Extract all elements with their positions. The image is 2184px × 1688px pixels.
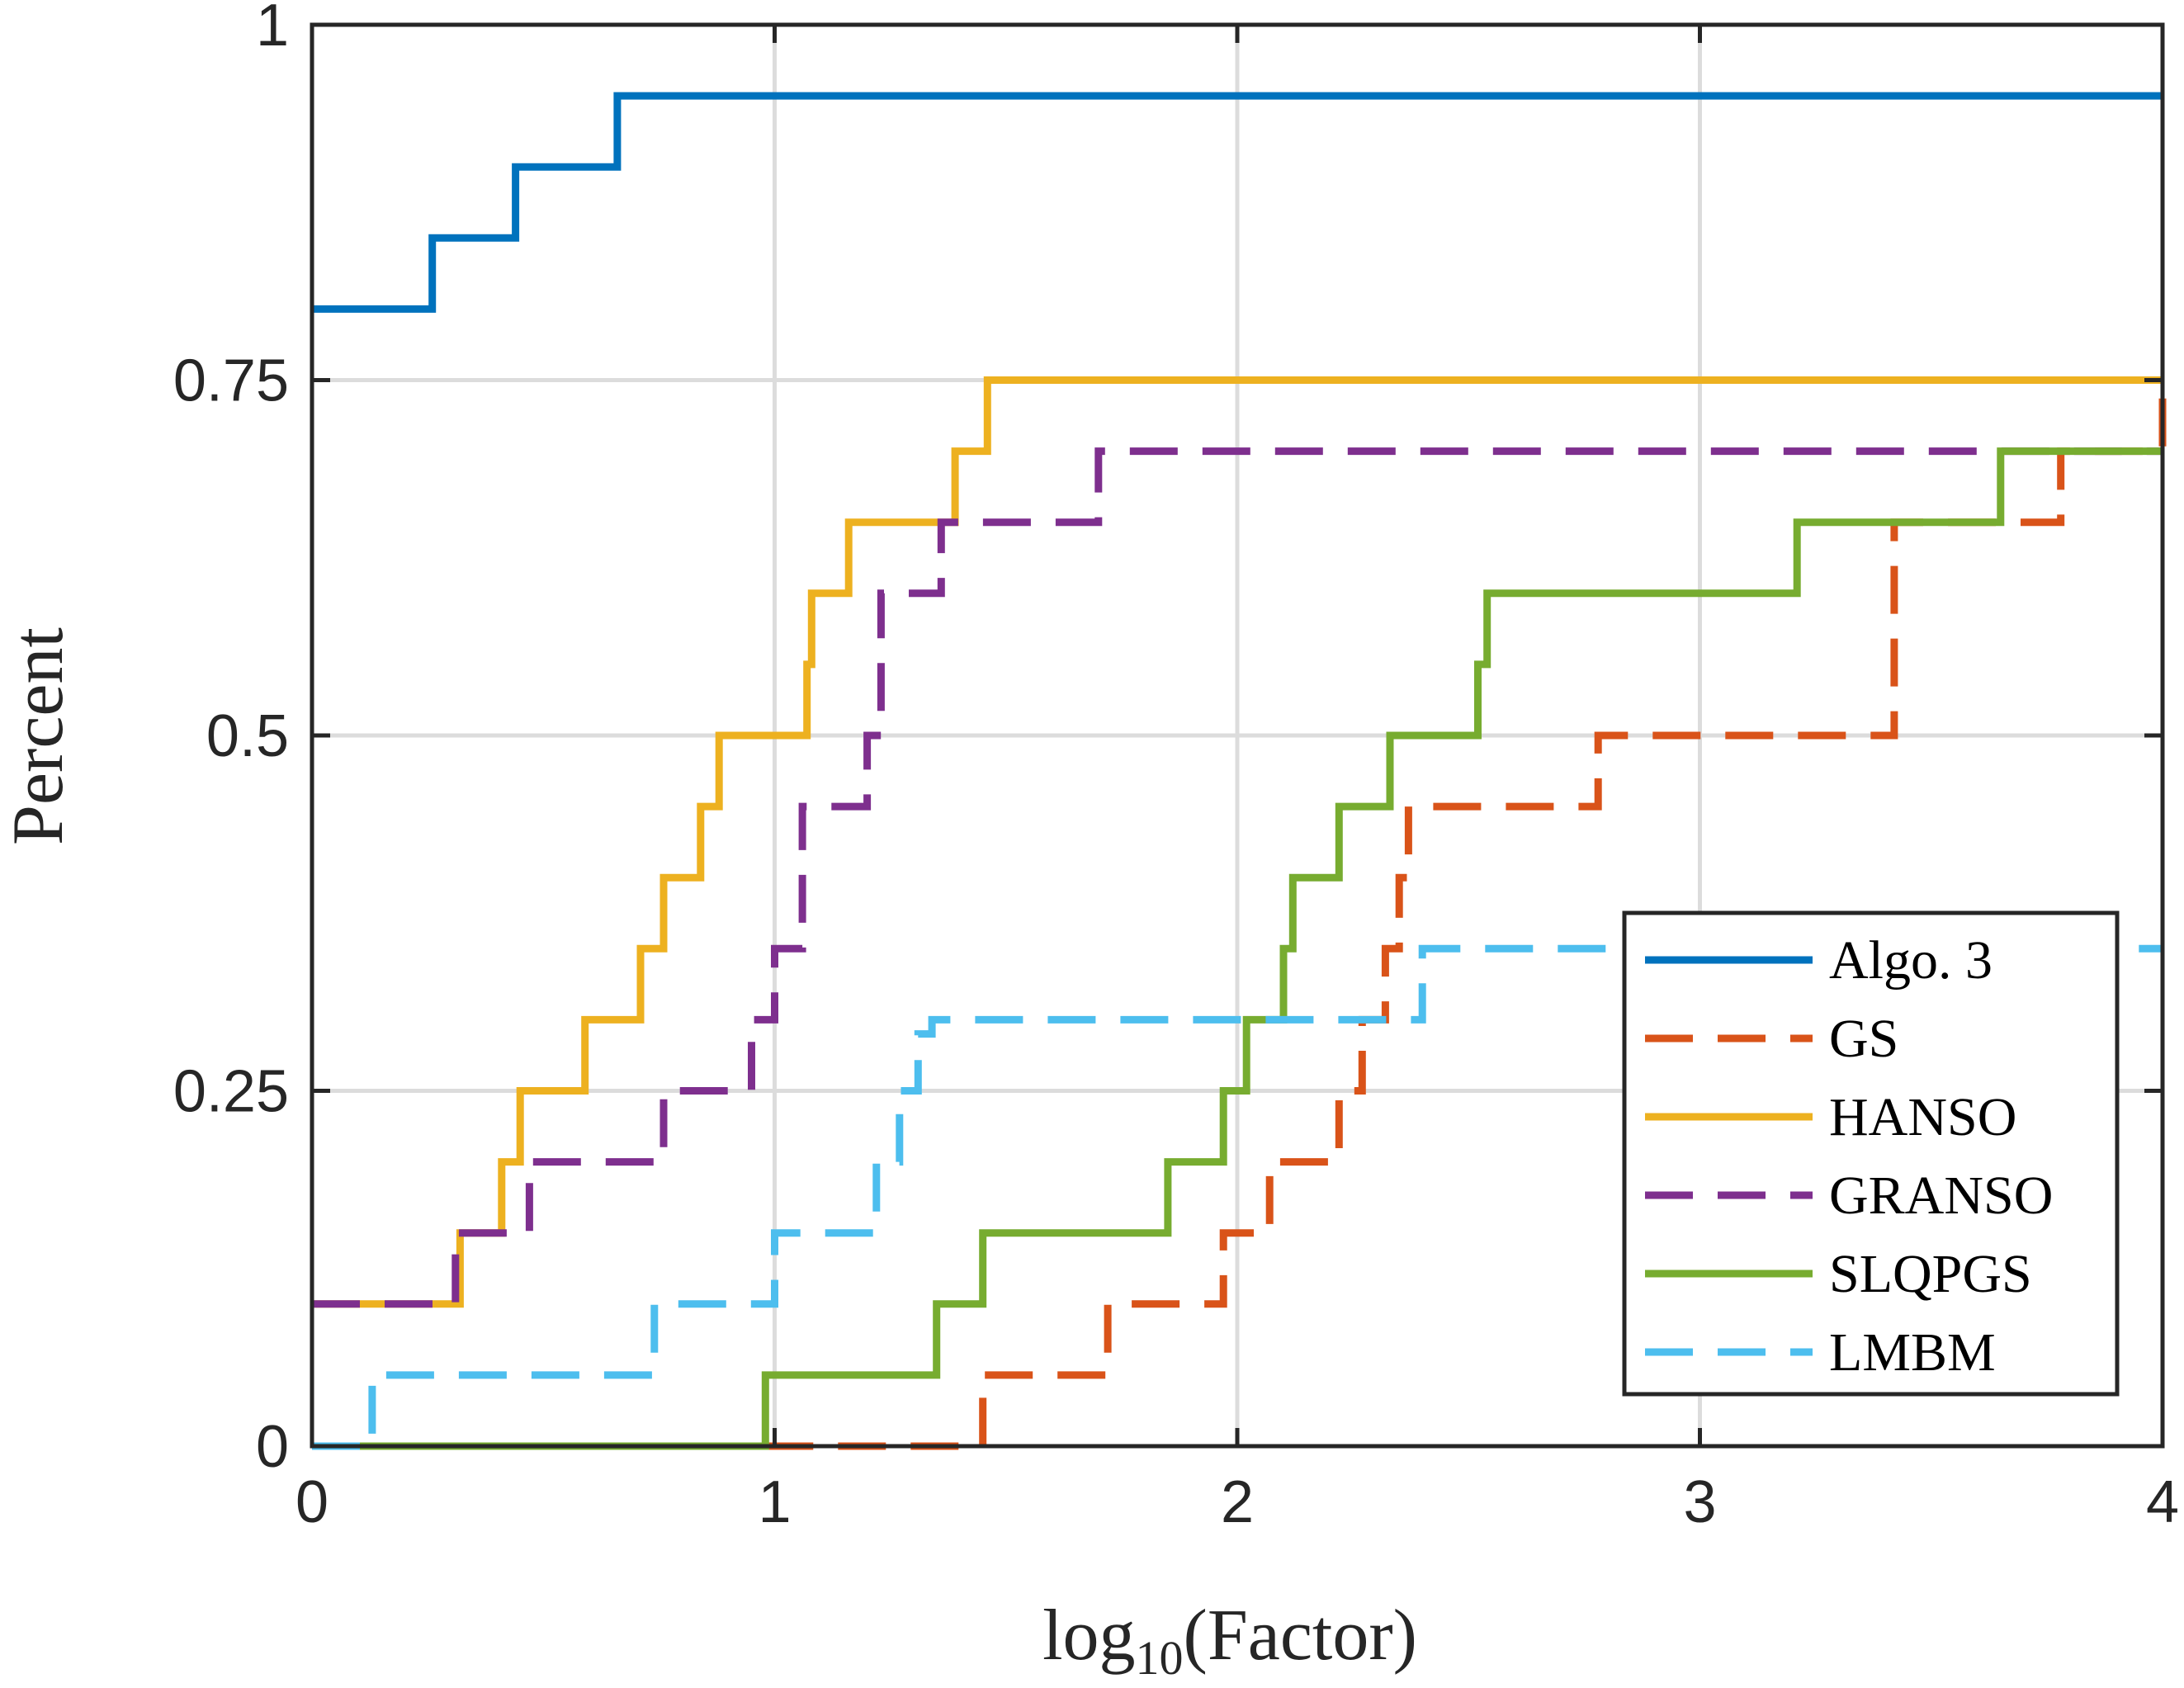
legend-label-algo-3: Algo. 3 <box>1829 930 1993 991</box>
x-tick-label: 3 <box>1683 1469 1716 1535</box>
series-line-slqpgs <box>312 447 2163 1450</box>
y-axis-label: Percent <box>0 627 78 845</box>
x-tick-label: 4 <box>2146 1469 2179 1535</box>
axis-ticks <box>310 22 2165 1449</box>
x-axis-label-log: log <box>1042 1596 1135 1676</box>
series-line-lmbm <box>312 944 2163 1450</box>
legend-label-granso: GRANSO <box>1829 1166 2053 1226</box>
x-axis-label: log10(Factor) <box>1042 1596 1417 1685</box>
legend-box <box>1622 910 2120 1397</box>
legend-label-hanso: HANSO <box>1829 1087 2016 1147</box>
x-axis-label-subscript: 10 <box>1136 1631 1184 1685</box>
x-tick-label: 1 <box>758 1469 791 1535</box>
y-tick-label: 0.25 <box>173 1059 289 1125</box>
x-tick-label: 2 <box>1221 1469 1254 1535</box>
legend-label-slqpgs: SLQPGS <box>1829 1244 2032 1304</box>
series-line-algo-3 <box>312 92 2163 313</box>
series-line-granso <box>312 447 2163 1308</box>
y-tick-label: 0.5 <box>206 703 289 769</box>
legend-label-gs: GS <box>1829 1009 1898 1069</box>
y-tick-label: 0 <box>256 1414 289 1480</box>
legend-label-lmbm: LMBM <box>1829 1322 1996 1383</box>
tick-labels: 0 1 2 3 4 0 0.25 0.5 0.75 1 <box>173 0 2179 1535</box>
x-axis-label-factor: (Factor) <box>1184 1596 1417 1676</box>
series-layer <box>312 92 2167 1450</box>
x-tick-label: 0 <box>295 1469 329 1535</box>
series-line-hanso <box>312 376 2163 1308</box>
y-tick-label: 0.75 <box>173 348 289 414</box>
y-tick-label: 1 <box>256 0 289 59</box>
legend: Algo. 3 GS HANSO GRANSO SLQPGS LMBM <box>1622 910 2120 1397</box>
